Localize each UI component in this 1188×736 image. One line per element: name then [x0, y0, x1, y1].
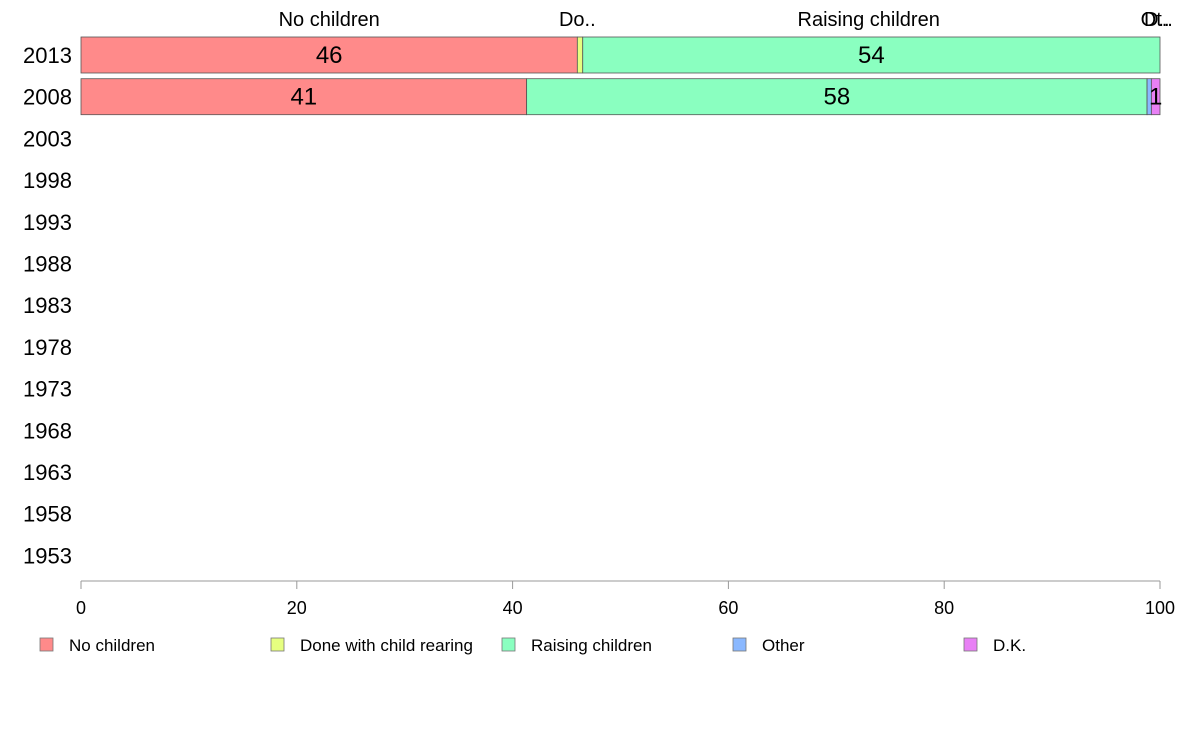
top-label-2: Raising children	[798, 9, 940, 31]
top-label-4: D..	[1144, 9, 1170, 31]
x-axis: 0 20 40 60 80 100	[76, 580, 1175, 618]
bars: 46 54 41 58 1	[80, 36, 1162, 116]
y-axis-labels: 2013 2008 2003 1998 1993 1988 1983 1978 1973 1968…	[23, 43, 72, 568]
data-label-2013-2: 54	[858, 42, 885, 69]
x-tick-60: 60	[718, 598, 738, 618]
bar-2013-2	[582, 36, 1161, 74]
legend-label-0: No children	[69, 636, 155, 655]
x-tick-100: 100	[1145, 598, 1175, 618]
y-tick-1973: 1973	[23, 377, 72, 402]
y-tick-1958: 1958	[23, 502, 72, 527]
legend-swatch-4	[963, 637, 978, 652]
x-tick-0: 0	[76, 598, 86, 618]
y-tick-2003: 2003	[23, 126, 72, 151]
data-label-2013-0: 46	[316, 42, 343, 69]
data-label-2008-0: 41	[290, 84, 317, 111]
top-label-0: No children	[279, 9, 380, 31]
legend: No children Done with child rearing Raisin…	[39, 636, 1026, 655]
x-tick-40: 40	[503, 598, 523, 618]
y-tick-1998: 1998	[23, 168, 72, 193]
legend-label-3: Other	[762, 636, 805, 655]
y-tick-1953: 1953	[23, 543, 72, 568]
legend-swatch-1	[270, 637, 285, 652]
bar-2008-4	[1150, 78, 1161, 116]
y-tick-2013: 2013	[23, 43, 72, 68]
y-tick-1983: 1983	[23, 293, 72, 318]
x-tick-80: 80	[934, 598, 954, 618]
y-tick-1993: 1993	[23, 210, 72, 235]
data-label-2008-4: 1	[1149, 84, 1162, 111]
x-tick-20: 20	[287, 598, 307, 618]
legend-label-2: Raising children	[531, 636, 652, 655]
data-label-2008-2: 58	[823, 84, 850, 111]
legend-label-1: Done with child rearing	[300, 636, 473, 655]
y-tick-1978: 1978	[23, 335, 72, 360]
y-tick-2008: 2008	[23, 85, 72, 110]
top-label-1: Do..	[559, 9, 596, 31]
bar-2013-1	[576, 36, 584, 74]
legend-swatch-2	[501, 637, 516, 652]
top-label-3: Ot..	[1141, 9, 1173, 31]
legend-label-4: D.K.	[993, 636, 1026, 655]
legend-swatch-0	[39, 637, 54, 652]
y-tick-1968: 1968	[23, 418, 72, 443]
y-tick-1963: 1963	[23, 460, 72, 485]
top-segment-labels: No children Do.. Raising children Ot..D..	[279, 9, 1173, 31]
y-tick-1988: 1988	[23, 252, 72, 277]
legend-swatch-3	[732, 637, 747, 652]
